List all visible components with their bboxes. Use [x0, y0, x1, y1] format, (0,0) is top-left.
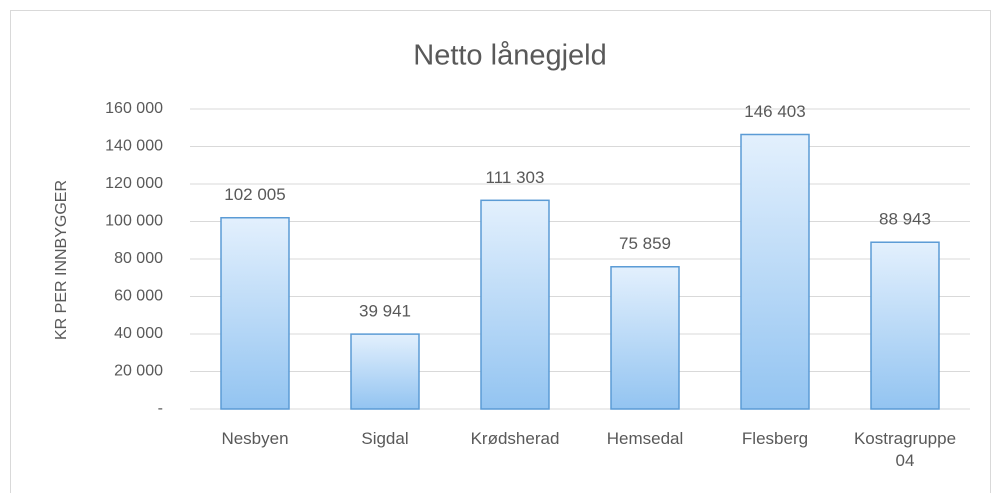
bar: [350, 333, 420, 410]
x-tick-label: Kostragruppe 04: [853, 429, 957, 470]
value-label: 111 303: [486, 168, 545, 187]
y-tick-label: 100 000: [105, 213, 163, 230]
x-tick-label: Krødsherad: [470, 429, 560, 448]
chart-title: Netto lånegjeld: [413, 40, 606, 72]
value-label: 39 941: [359, 302, 411, 321]
y-tick-label: 120 000: [105, 175, 163, 192]
value-label: 88 943: [879, 210, 931, 229]
y-tick-label: -: [158, 400, 163, 417]
y-tick-label: 20 000: [114, 363, 163, 380]
value-label: 75 859: [619, 234, 671, 253]
y-tick-label: 160 000: [105, 100, 163, 117]
bar: [480, 199, 550, 410]
bar: [610, 266, 680, 410]
x-tick-label: Sigdal: [361, 429, 409, 448]
value-label: 146 403: [744, 102, 805, 121]
chart-border: [10, 10, 991, 493]
bar: [870, 241, 940, 410]
y-tick-label: 80 000: [114, 250, 163, 267]
x-tick-label: Hemsedal: [606, 429, 684, 448]
x-tick-label: Flesberg: [741, 429, 809, 448]
bar: [220, 216, 290, 410]
value-label: 102 005: [224, 185, 285, 204]
y-tick-label: 140 000: [105, 138, 163, 155]
x-tick-label: Nesbyen: [221, 429, 289, 448]
y-tick-label: 60 000: [114, 288, 163, 305]
y-tick-label: 40 000: [114, 325, 163, 342]
bar: [740, 133, 810, 410]
y-axis-label: KR PER INNBYGGER: [53, 180, 70, 340]
